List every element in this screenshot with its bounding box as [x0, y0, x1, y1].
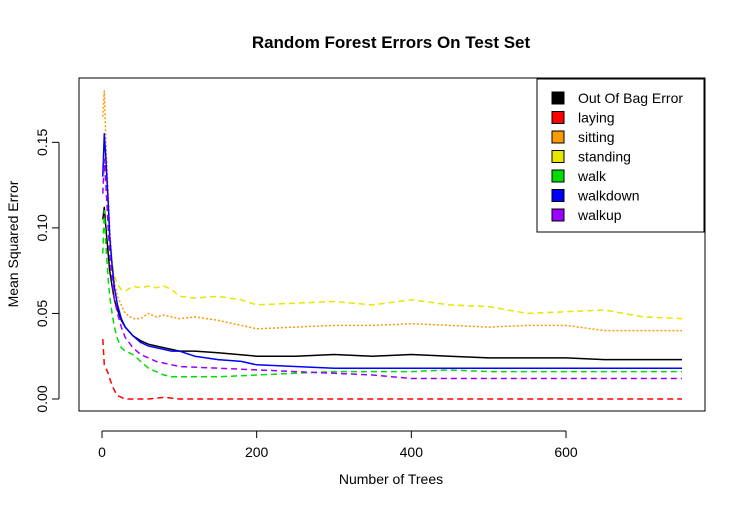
- legend-label: walk: [577, 168, 607, 184]
- legend-label: Out Of Bag Error: [578, 90, 683, 106]
- legend-swatch: [551, 150, 565, 163]
- chart-title: Random Forest Errors On Test Set: [252, 33, 531, 52]
- legend-box: [536, 78, 705, 233]
- legend-swatch: [551, 130, 565, 144]
- legend-swatch: [551, 208, 565, 222]
- y-axis: 0.00 0.05 0.10 0.15: [34, 128, 60, 413]
- x-axis: 0 200 400 600: [98, 430, 578, 460]
- series-line-walkdown: [102, 133, 682, 369]
- series-line-out-of-bag-error: [102, 206, 682, 361]
- legend-swatch: [551, 111, 565, 124]
- legend-label: walkup: [577, 207, 622, 223]
- x-tick-label: 400: [400, 444, 424, 460]
- legend: Out Of Bag Error laying sitting standing wal…: [536, 78, 705, 233]
- series-layer: [102, 90, 683, 400]
- legend-label: sitting: [578, 129, 615, 145]
- series-line-laying: [102, 339, 682, 400]
- series-line-standing: [102, 141, 683, 320]
- y-axis-label: Mean Squared Error: [5, 180, 21, 307]
- series-line-walk: [102, 210, 682, 378]
- legend-label: laying: [578, 110, 615, 126]
- plot-frame: [78, 77, 706, 412]
- legend-label: walkdown: [577, 188, 639, 204]
- legend-swatch: [551, 169, 565, 183]
- legend-label: standing: [578, 149, 631, 165]
- y-tick-label: 0.00: [34, 385, 50, 412]
- series-line-walkup: [102, 158, 682, 380]
- x-tick-label: 200: [245, 444, 269, 460]
- x-tick-label: 600: [554, 444, 578, 460]
- y-tick-label: 0.05: [34, 300, 50, 327]
- legend-swatch: [551, 91, 565, 105]
- x-tick-label: 0: [98, 444, 106, 460]
- y-tick-label: 0.10: [34, 214, 50, 241]
- legend-swatch: [551, 189, 565, 202]
- y-tick-label: 0.15: [34, 128, 50, 155]
- x-axis-label: Number of Trees: [339, 471, 443, 487]
